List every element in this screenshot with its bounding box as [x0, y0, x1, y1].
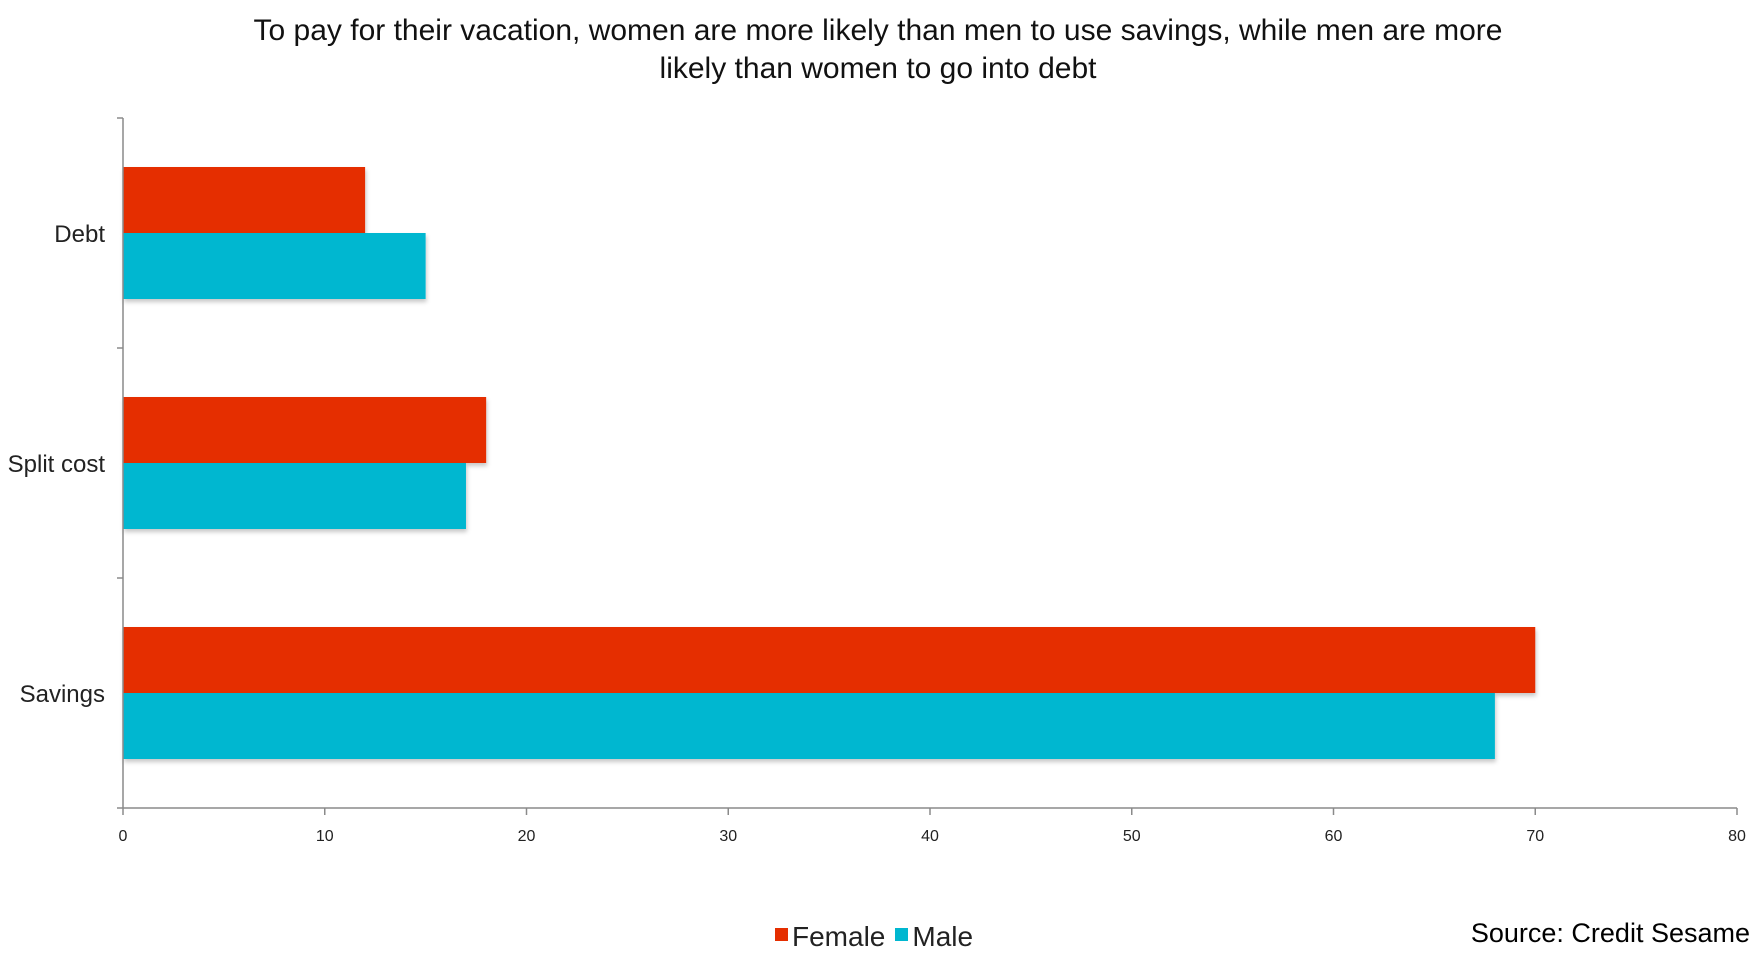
x-tick-label-60: 60 — [1325, 828, 1343, 845]
x-tick-label-30: 30 — [719, 828, 737, 845]
bar-male-savings — [123, 693, 1495, 759]
chart-title-line-1: To pay for their vacation, women are mor… — [253, 14, 1503, 47]
x-tick-label-40: 40 — [921, 828, 939, 845]
x-tick-label-0: 0 — [119, 828, 128, 845]
legend-item-female: Female — [775, 921, 885, 953]
legend-label-female: Female — [792, 921, 886, 952]
legend: Female Male — [775, 921, 983, 953]
bars-layer — [123, 167, 1536, 759]
source-note: Source: Credit Sesame — [1470, 918, 1750, 948]
legend-swatch-male — [895, 927, 909, 941]
legend-item-male: Male — [895, 921, 973, 953]
x-tick-label-10: 10 — [316, 828, 334, 845]
bar-female-split-cost — [123, 397, 487, 463]
chart-title: To pay for their vacation, women are mor… — [0, 12, 1756, 88]
x-tick-label-50: 50 — [1123, 828, 1141, 845]
x-tick-label-80: 80 — [1728, 828, 1746, 845]
bar-male-debt — [123, 233, 426, 299]
bar-female-savings — [123, 627, 1536, 693]
category-label-savings: Savings — [20, 681, 105, 708]
category-label-split-cost: Split cost — [8, 451, 106, 478]
category-label-debt: Debt — [54, 221, 105, 248]
bar-female-debt — [123, 167, 366, 233]
bar-male-split-cost — [123, 463, 466, 529]
axes-layer: Debt Split cost Savings 0 10 20 30 40 50 60 70 80 — [8, 117, 1746, 845]
chart-title-line-2: likely than women to go into debt — [659, 52, 1097, 85]
legend-swatch-female — [775, 927, 788, 941]
x-tick-label-20: 20 — [518, 828, 536, 845]
x-tick-label-70: 70 — [1526, 828, 1544, 845]
legend-label-male: Male — [912, 921, 974, 952]
